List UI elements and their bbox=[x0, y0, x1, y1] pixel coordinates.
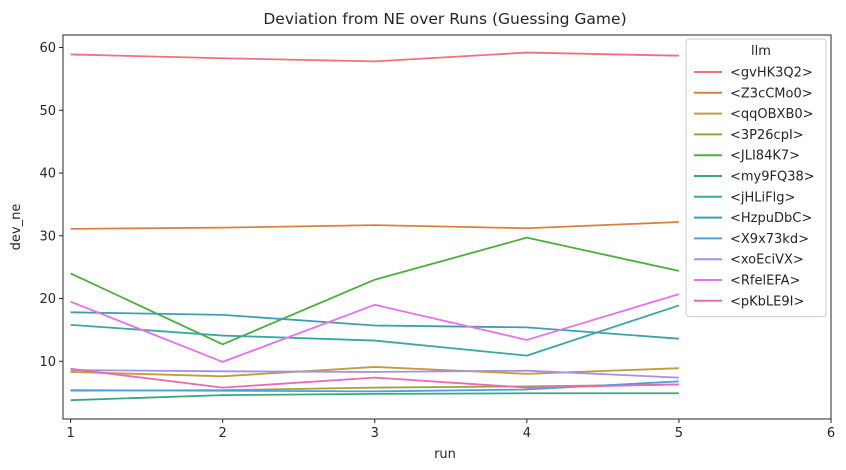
series-line-5 bbox=[70, 236, 680, 346]
legend-title: llm bbox=[751, 44, 771, 59]
legend-entry: <JLI84K7> bbox=[730, 149, 800, 164]
x-axis-label: run bbox=[434, 447, 456, 462]
legend: llm <gvHK3Q2> <Z3cCMo0> <qqOBXB0> <3P26cpI> <… bbox=[685, 38, 827, 318]
legend-entry: <X9x73kd> bbox=[730, 232, 809, 247]
series-line-12 bbox=[70, 367, 679, 389]
series-line-3 bbox=[70, 366, 679, 378]
series-line-7 bbox=[70, 304, 680, 357]
x-tick-label: 1 bbox=[66, 426, 74, 441]
legend-entry: <qqOBXB0> bbox=[730, 107, 814, 122]
y-tick-label: 40 bbox=[39, 167, 56, 182]
legend-entry: <HzpuDbC> bbox=[730, 211, 812, 226]
legend-entry: <Z3cCMo0> bbox=[730, 86, 813, 101]
legend-box bbox=[685, 38, 827, 318]
x-tick-label: 6 bbox=[827, 426, 835, 441]
x-tick-label: 4 bbox=[523, 426, 531, 441]
series-line-10 bbox=[70, 369, 679, 379]
x-tick-label: 3 bbox=[371, 426, 379, 441]
x-tick-label: 2 bbox=[219, 426, 227, 441]
legend-entry: <jHLiFlg> bbox=[730, 190, 795, 205]
legend-entry: <3P26cpI> bbox=[730, 128, 804, 143]
y-tick-label: 30 bbox=[39, 229, 56, 244]
chart-title: Deviation from NE over Runs (Guessing Ga… bbox=[263, 10, 626, 28]
x-tick-label: 5 bbox=[675, 426, 683, 441]
plot-area: 1 2 3 4 5 6 10 20 30 40 50 60 bbox=[39, 34, 835, 441]
legend-entry: <RfelEFA> bbox=[730, 274, 800, 289]
series-line-2 bbox=[70, 221, 679, 230]
series-line-6 bbox=[70, 392, 679, 402]
y-tick-label: 20 bbox=[39, 292, 56, 307]
legend-entry: <pKbLE9I> bbox=[730, 294, 804, 309]
series-line-1 bbox=[70, 51, 679, 63]
y-tick-label: 60 bbox=[39, 41, 56, 56]
y-tick-label: 50 bbox=[39, 104, 56, 119]
series-line-11 bbox=[70, 293, 680, 363]
y-axis-label: dev_ne bbox=[9, 204, 24, 251]
plot-frame bbox=[62, 34, 832, 420]
series-line-8 bbox=[70, 311, 679, 340]
y-tick-label: 10 bbox=[39, 355, 56, 370]
legend-entry: <gvHK3Q2> bbox=[730, 66, 813, 81]
legend-entry: <my9FQ38> bbox=[730, 170, 815, 185]
legend-entry: <xoEciVX> bbox=[730, 253, 804, 268]
